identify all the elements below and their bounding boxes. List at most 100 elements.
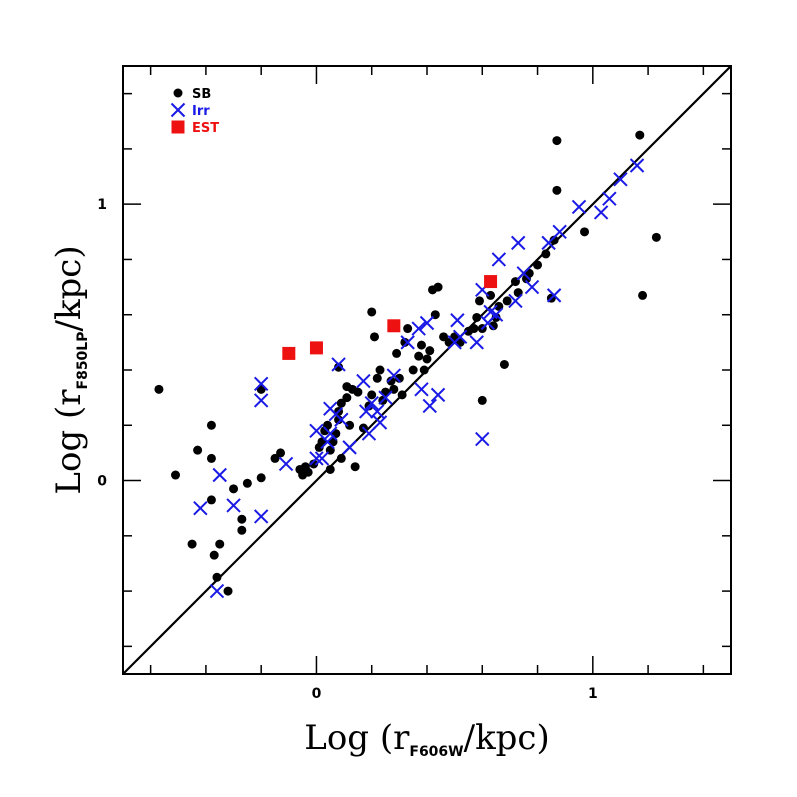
sb-point [414,351,424,361]
irr-point [309,451,324,466]
sb-point [336,453,346,463]
irr-point [552,224,567,240]
sb-point [392,348,402,358]
est-point [387,319,401,333]
sb-point [488,321,498,331]
series-irr [193,158,645,599]
irr-point [510,235,526,251]
sb-point [353,387,363,397]
irr-point [226,498,241,513]
irr-point [546,288,562,303]
sb-point [345,420,355,430]
sb-point [416,340,426,350]
irr-point [361,426,377,441]
irr-point [253,393,269,408]
sb-point [475,296,485,306]
irr-point [488,307,504,322]
series-est [282,275,498,360]
irr-point [278,456,294,472]
sb-point [375,365,385,375]
irr-point [414,382,429,397]
legend-label-irr: Irr [192,104,210,119]
sb-point [386,376,396,386]
sb-point [209,550,219,560]
sb-point [472,312,482,322]
sb-point [541,249,551,259]
sb-point [325,464,335,474]
sb-point [502,296,512,306]
sb-point [212,572,222,582]
sb-point [635,130,645,140]
sb-point [403,324,413,334]
sb-point [215,539,225,549]
sb-point [422,354,432,364]
sb-point [433,282,443,292]
sb-point [638,290,648,300]
irr-point [309,423,324,439]
irr-point [524,279,540,295]
sb-point [552,136,562,146]
sb-point [400,337,410,347]
irr-point [430,387,446,403]
sb-point [439,332,449,342]
sb-point [276,448,286,458]
sb-point [552,185,562,195]
irr-point [356,373,371,389]
irr-point [253,376,269,392]
sb-point [206,495,216,505]
sb-point [303,467,313,477]
sb-point [171,470,181,480]
sb-point [237,525,247,535]
sb-point [229,484,239,494]
axis-ticks [123,66,731,674]
irr-point [400,335,415,350]
irr-point [358,404,374,419]
sb-point [342,393,352,403]
irr-point [411,321,426,336]
est-point [484,275,498,289]
x-tick-label: 1 [588,686,598,702]
sb-point [425,346,435,356]
irr-point [193,500,208,516]
sb-point [372,373,382,383]
irr-point [372,415,388,430]
irr-point [323,426,338,441]
sb-point [334,415,344,425]
irr-point [314,451,330,466]
irr-point [253,509,269,524]
x-axis-label: Log (rF606W/kpc) [304,718,550,760]
sb-point [580,227,590,237]
legend: SB Irr EST [170,87,219,136]
irr-point [475,431,490,447]
irr-point [386,368,402,383]
sb-point [477,395,487,405]
sb-point [397,390,407,400]
legend-marker-est [171,120,185,134]
sb-point [242,478,252,488]
x-tick-label: 0 [312,686,322,702]
irr-point [491,252,507,267]
sb-point [237,514,247,524]
sb-point [336,398,346,408]
sb-point [270,453,280,463]
irr-point [342,440,357,455]
y-tick-label: 0 [97,474,107,490]
sb-point [549,235,559,245]
irr-point [571,199,587,215]
sb-point [533,260,543,270]
sb-point [154,384,164,394]
y-tick-label: 1 [97,197,107,213]
irr-point [370,404,385,419]
sb-point [394,373,404,383]
irr-point [422,398,437,414]
irr-point [212,467,227,483]
sb-point [309,459,319,469]
sb-point [193,445,203,455]
irr-point [364,395,379,411]
irr-point [602,191,617,206]
legend-marker-irr [170,102,186,118]
irr-point [593,205,609,220]
legend-label-est: EST [192,121,219,136]
irr-point [209,583,225,599]
sb-point [469,324,479,334]
